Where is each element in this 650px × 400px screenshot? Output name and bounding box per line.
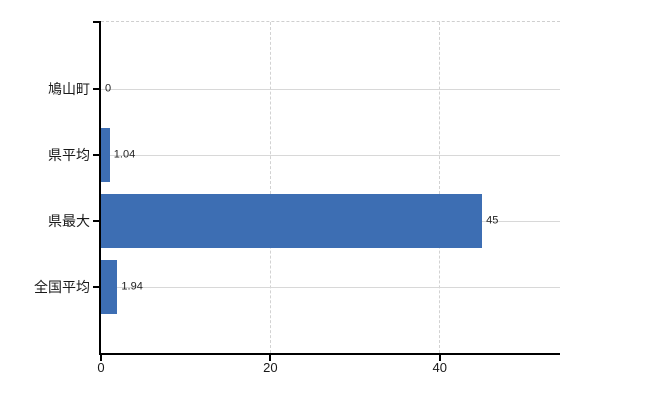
x-axis-tick [269,353,272,361]
x-axis-spine [99,353,560,355]
y-axis-tick [93,154,101,156]
y-axis-end-tick [93,21,101,23]
x-axis-tick-label: 20 [263,360,278,375]
category-label: 鳩山町 [48,81,90,97]
horizontal-gridline [101,287,560,288]
bar-value-label: 0 [105,82,112,95]
x-axis-tick [100,353,102,361]
vertical-gridline [439,22,441,353]
horizontal-gridline [101,155,560,156]
bar-value-label: 1.04 [113,148,136,161]
plot-area: 0 1.04 45 1.94 [101,22,560,353]
category-label: 県最大 [48,213,90,229]
y-axis-spine [99,22,101,355]
category-label: 県平均 [48,147,90,163]
bar-value-label: 45 [486,214,499,227]
x-axis-tick-label: 40 [432,360,447,375]
y-axis-tick [93,220,101,222]
horizontal-gridline [101,89,560,90]
bar-value-label: 1.94 [121,280,143,293]
y-axis-tick [93,88,101,90]
category-label: 全国平均 [34,279,90,295]
bar [101,194,483,248]
bar [101,260,118,314]
plot-top-border [101,21,560,22]
bar [101,128,110,182]
x-axis-tick [438,353,441,361]
vertical-gridline [269,22,271,353]
y-axis-tick [93,286,101,288]
x-axis-tick-label: 0 [97,360,105,375]
